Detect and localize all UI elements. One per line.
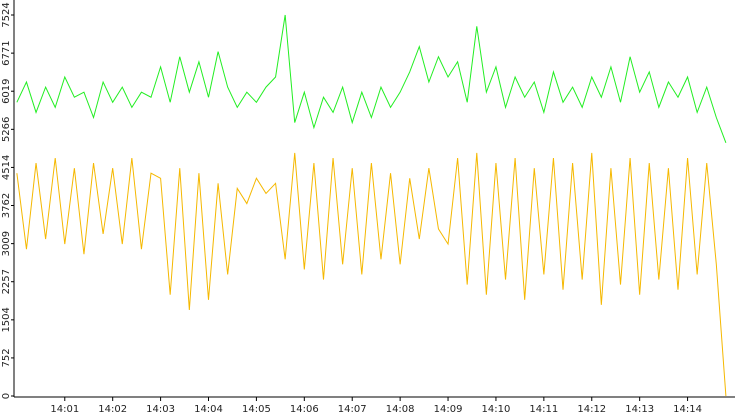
y-tick-label: 1504	[1, 307, 12, 332]
x-tick-label: 14:02	[98, 404, 127, 415]
x-tick-label: 14:04	[194, 404, 223, 415]
y-tick-label: 0	[1, 393, 12, 399]
x-tick-label: 14:06	[290, 404, 319, 415]
y-tick-label: 752	[1, 348, 12, 367]
y-tick-label: 7524	[1, 2, 12, 27]
x-tick-label: 14:13	[625, 404, 654, 415]
x-tick-label: 14:05	[242, 404, 271, 415]
x-tick-label: 14:11	[529, 404, 558, 415]
x-tick-label: 14:03	[146, 404, 175, 415]
series-line	[16, 14, 727, 143]
x-tick-label: 14:07	[338, 404, 367, 415]
x-tick-label: 14:09	[434, 404, 463, 415]
y-tick-label: 3009	[1, 231, 12, 256]
x-tick-label: 14:01	[50, 404, 79, 415]
series-line	[16, 152, 727, 397]
y-tick-label: 4514	[1, 155, 12, 180]
x-tick-label: 14:12	[577, 404, 606, 415]
y-tick-label: 2257	[1, 269, 12, 294]
x-tick-label: 14:14	[673, 404, 702, 415]
x-tick-label: 14:10	[482, 404, 511, 415]
y-tick-label: 3762	[1, 193, 12, 218]
x-tick-label: 14:08	[386, 404, 415, 415]
y-tick-label: 6019	[1, 78, 12, 103]
y-tick-label: 6771	[1, 40, 12, 65]
y-tick-label: 5266	[1, 117, 12, 142]
